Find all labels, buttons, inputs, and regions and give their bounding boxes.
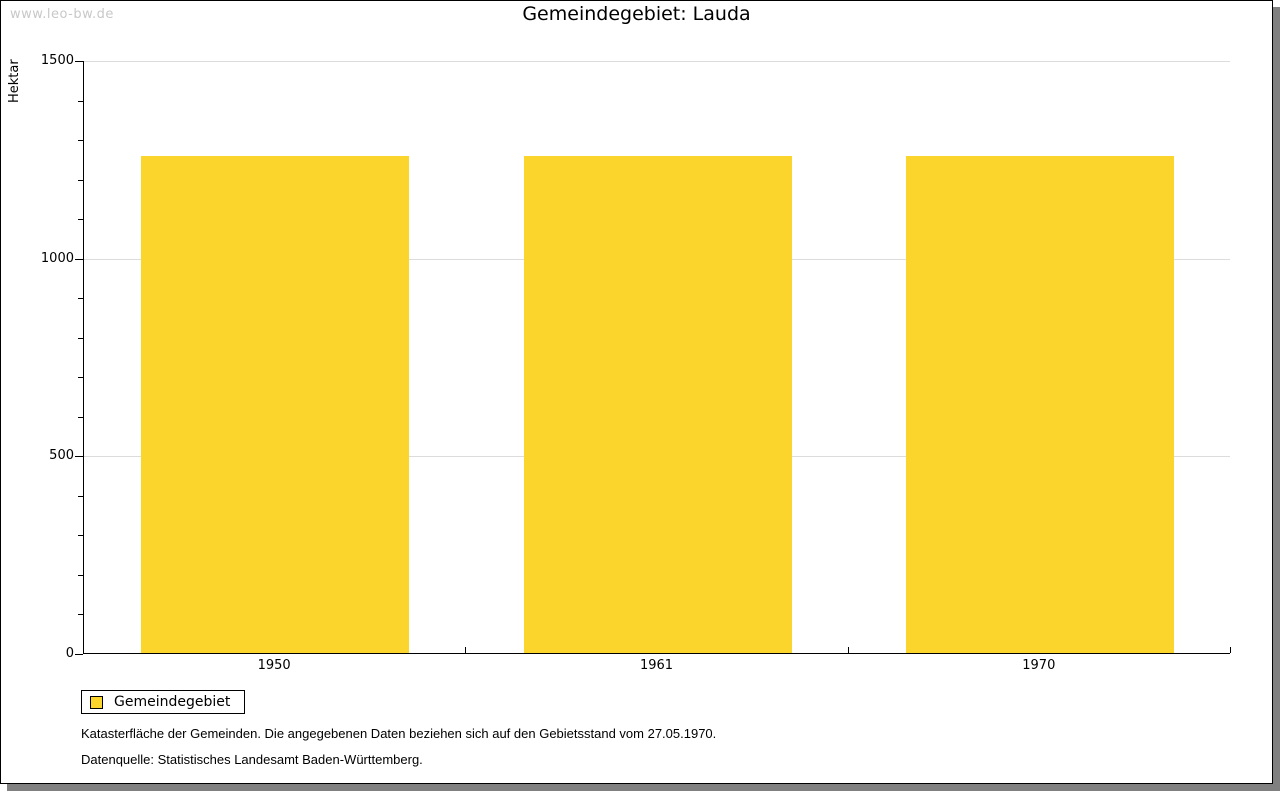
- y-tick-minor: [78, 101, 83, 102]
- x-axis-labels: 1950 1961 1970: [83, 658, 1230, 673]
- x-label-1970: 1970: [1022, 658, 1056, 673]
- x-tick: [465, 647, 466, 653]
- y-tick-major: [75, 654, 83, 655]
- y-tick-label: 500: [49, 448, 74, 463]
- y-tick-major: [75, 456, 83, 457]
- caption-source-note: Katasterfläche der Gemeinden. Die angege…: [81, 726, 717, 741]
- caption-data-source: Datenquelle: Statistisches Landesamt Bad…: [81, 752, 423, 767]
- y-tick-minor: [78, 219, 83, 220]
- bar-1961: [524, 156, 792, 653]
- x-label-1961: 1961: [639, 658, 674, 673]
- bar-1970: [906, 156, 1174, 653]
- y-tick-minor: [78, 338, 83, 339]
- y-tick-minor: [78, 496, 83, 497]
- y-tick-label: 1500: [40, 53, 74, 68]
- y-tick-major: [75, 259, 83, 260]
- y-tick-label: 0: [65, 646, 74, 661]
- y-tick-minor: [78, 575, 83, 576]
- y-tick-minor: [78, 377, 83, 378]
- y-tick-minor: [78, 417, 83, 418]
- gridline-1500: [84, 61, 1230, 62]
- legend-swatch: [90, 695, 103, 709]
- x-tick: [848, 647, 849, 653]
- chart-title: Gemeindegebiet: Lauda: [522, 3, 751, 25]
- plot-area: 0 500 1000 1500: [41, 53, 1231, 661]
- legend-box: Gemeindegebiet: [81, 690, 246, 714]
- y-tick-minor: [78, 535, 83, 536]
- y-tick-major: [75, 61, 83, 62]
- watermark-text: www.leo-bw.de: [10, 7, 114, 22]
- y-tick-minor: [78, 614, 83, 615]
- legend-label: Gemeindegebiet: [114, 694, 231, 710]
- y-tick-minor: [78, 298, 83, 299]
- y-tick-minor: [78, 140, 83, 141]
- y-tick-label: 1000: [40, 251, 74, 266]
- x-label-1950: 1950: [257, 658, 291, 673]
- x-tick: [1230, 647, 1231, 653]
- bar-1950: [141, 156, 409, 653]
- y-tick-minor: [78, 180, 83, 181]
